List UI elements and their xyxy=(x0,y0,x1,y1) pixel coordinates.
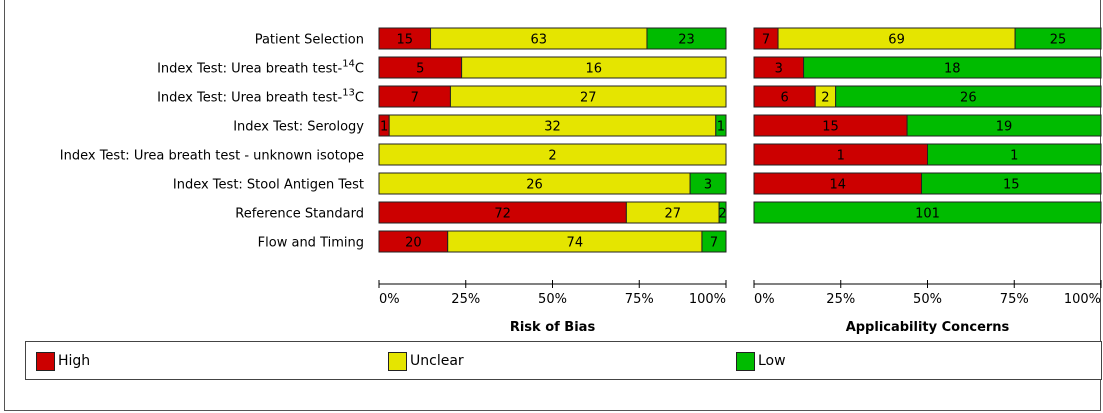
legend-label-low: Low xyxy=(758,353,786,369)
bar-segment-unclear xyxy=(378,143,727,166)
bar-value-label: 74 xyxy=(567,236,584,251)
bar-value-label: 1 xyxy=(380,120,388,135)
x-tick-label: 25% xyxy=(451,292,480,307)
bar-segment-low xyxy=(646,27,727,50)
category-label: Flow and Timing xyxy=(258,236,364,251)
bar-value-label: 16 xyxy=(586,62,603,77)
bar-value-label: 15 xyxy=(396,33,413,48)
bar-value-label: 63 xyxy=(530,33,547,48)
bar-value-label: 6 xyxy=(780,91,788,106)
bar-segment-low xyxy=(753,201,1102,224)
bar-value-label: 20 xyxy=(405,236,422,251)
bar-segment-low xyxy=(715,114,727,137)
bar-value-label: 7 xyxy=(762,33,770,48)
bar-value-label: 72 xyxy=(494,207,511,222)
x-axis-title: Risk of Bias xyxy=(510,320,596,335)
legend-swatch-low xyxy=(736,351,755,371)
bar-segment-low xyxy=(921,172,1102,195)
bar-value-label: 15 xyxy=(1003,178,1020,193)
category-label: Index Test: Stool Antigen Test xyxy=(173,178,364,193)
category-label: Index Test: Urea breath test-13C xyxy=(157,88,364,106)
bar-segment-unclear xyxy=(461,56,727,79)
bar-value-label: 27 xyxy=(580,91,597,106)
legend-swatch-unclear xyxy=(388,351,407,371)
x-axis-title: Applicability Concerns xyxy=(846,320,1010,335)
category-label: Index Test: Serology xyxy=(233,120,364,135)
legend-item-low: Low xyxy=(736,351,786,371)
bar-segment-unclear xyxy=(449,85,727,108)
category-label: Reference Standard xyxy=(235,207,364,222)
bar-segment-low xyxy=(1014,27,1102,50)
bar-value-label: 3 xyxy=(775,62,783,77)
bar-value-label: 14 xyxy=(829,178,846,193)
risk-of-bias-chart: Patient Selection Index Test: Urea breath… xyxy=(60,27,1102,335)
x-tick-label: 0% xyxy=(379,292,400,307)
bar-value-label: 5 xyxy=(416,62,424,77)
bar-segment-low xyxy=(927,143,1102,166)
x-tick-label: 100% xyxy=(1064,292,1101,307)
bar-value-label: 27 xyxy=(664,207,681,222)
bar-value-label: 19 xyxy=(996,120,1013,135)
bar-segment-low xyxy=(718,201,727,224)
bar-value-label: 1 xyxy=(717,120,725,135)
legend-item-unclear: Unclear xyxy=(388,351,464,371)
bar-segment-low xyxy=(689,172,727,195)
bar-value-label: 69 xyxy=(888,33,905,48)
legend-label-unclear: Unclear xyxy=(410,353,464,369)
x-tick-label: 0% xyxy=(754,292,775,307)
bar-value-label: 1 xyxy=(837,149,845,164)
bar-segment-low xyxy=(803,56,1102,79)
legend-label-high: High xyxy=(58,353,91,369)
bar-segment-low xyxy=(835,85,1102,108)
x-tick-label: 100% xyxy=(689,292,726,307)
bar-value-label: 2 xyxy=(821,91,829,106)
x-tick-label: 50% xyxy=(913,292,942,307)
bar-value-label: 101 xyxy=(915,207,940,222)
bar-value-label: 3 xyxy=(704,178,712,193)
legend: High Unclear Low xyxy=(25,341,1102,380)
legend-swatch-high xyxy=(36,351,55,371)
legend-item-high: High xyxy=(36,351,90,371)
bar-value-label: 1 xyxy=(1010,149,1018,164)
bar-value-label: 25 xyxy=(1050,33,1067,48)
bar-value-label: 7 xyxy=(411,91,419,106)
bar-segment-low xyxy=(906,114,1102,137)
bar-value-label: 26 xyxy=(526,178,543,193)
bar-segment-low xyxy=(701,230,727,253)
x-tick-label: 75% xyxy=(625,292,654,307)
x-tick-label: 75% xyxy=(1000,292,1029,307)
bar-value-label: 26 xyxy=(960,91,977,106)
bar-value-label: 2 xyxy=(548,149,556,164)
bar-value-label: 15 xyxy=(822,120,839,135)
category-label: Patient Selection xyxy=(255,33,364,48)
bar-value-label: 32 xyxy=(544,120,561,135)
bar-value-label: 18 xyxy=(944,62,961,77)
bar-value-label: 23 xyxy=(678,33,695,48)
bar-value-label: 2 xyxy=(718,207,726,222)
bar-value-label: 7 xyxy=(710,236,718,251)
x-tick-label: 25% xyxy=(826,292,855,307)
category-label: Index Test: Urea breath test - unknown i… xyxy=(60,149,364,164)
x-tick-label: 50% xyxy=(538,292,567,307)
category-label: Index Test: Urea breath test-14C xyxy=(157,59,364,77)
